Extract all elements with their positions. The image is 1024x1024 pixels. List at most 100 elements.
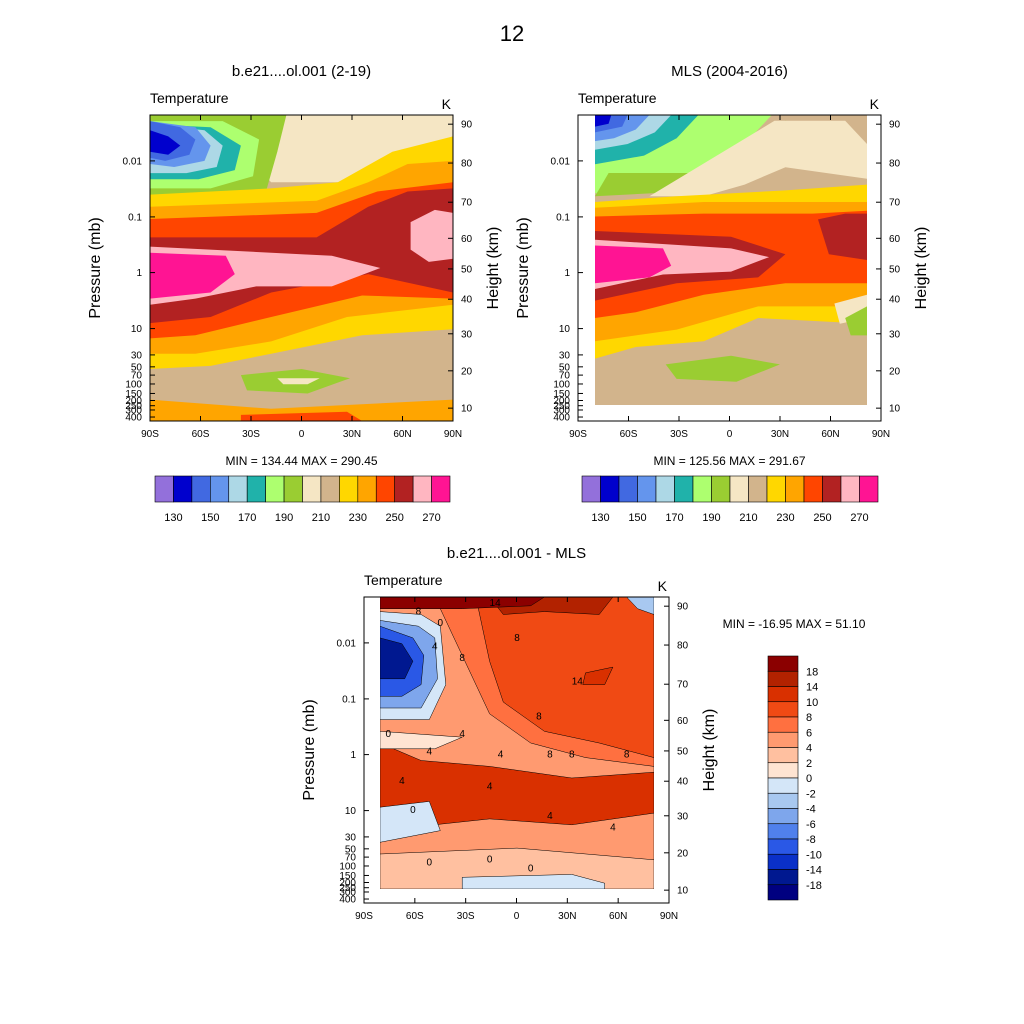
height-tick-label: 20 xyxy=(889,366,901,377)
y-axis-label-right: Height (km) xyxy=(701,709,718,792)
pressure-tick-label: 30 xyxy=(131,350,143,361)
contour-label: 4 xyxy=(487,782,493,793)
colorbar-label: 8 xyxy=(806,712,812,724)
contour-band-11 xyxy=(380,731,463,750)
colorbar-swatch xyxy=(822,475,842,503)
pressure-tick-label: 50 xyxy=(131,362,143,373)
colorbar-label: -10 xyxy=(806,849,822,861)
contour-band-1 xyxy=(240,115,453,183)
height-tick-label: 70 xyxy=(461,198,473,209)
contour-label: 4 xyxy=(459,729,465,740)
colorbar-label: 230 xyxy=(776,512,794,524)
units-label: K xyxy=(870,96,880,112)
contour-band-3 xyxy=(475,597,654,758)
y-axis-label-left: Pressure (mb) xyxy=(515,217,532,318)
x-tick-label: 30S xyxy=(242,429,260,440)
y-axis-label-right: Height (km) xyxy=(485,227,502,310)
pressure-tick-label: 50 xyxy=(559,362,571,373)
contour-label: 14 xyxy=(572,677,584,688)
contour-band-9 xyxy=(461,874,605,889)
colorbar-swatch xyxy=(767,731,799,748)
x-tick-label: 30S xyxy=(670,429,688,440)
height-tick-label: 80 xyxy=(461,159,473,170)
pressure-tick-label: 250 xyxy=(125,401,142,412)
y-axis-label-left: Pressure (mb) xyxy=(301,699,318,800)
height-tick-label: 80 xyxy=(889,159,901,170)
pressure-tick-label: 300 xyxy=(125,405,142,416)
contour-label: 8 xyxy=(569,750,575,761)
pressure-tick-label: 10 xyxy=(131,324,143,335)
contour-band-5 xyxy=(380,597,545,609)
colorbar-label: 210 xyxy=(739,512,757,524)
colorbar-label: 18 xyxy=(806,666,818,678)
min-max-stats: MIN = 134.44 MAX = 290.45 xyxy=(225,454,377,468)
height-tick-label: 60 xyxy=(677,716,689,727)
pressure-tick-label: 70 xyxy=(345,853,357,864)
y-axis-label-right: Height (km) xyxy=(913,227,930,310)
colorbar-swatch xyxy=(228,475,248,503)
x-tick-label: 60N xyxy=(393,429,411,440)
contour-band-2 xyxy=(595,120,813,197)
y-axis-label-left: Pressure (mb) xyxy=(87,217,104,318)
x-tick-label: 90N xyxy=(872,429,890,440)
height-tick-label: 70 xyxy=(677,680,689,691)
colorbar-swatch xyxy=(173,475,193,503)
pressure-tick-label: 100 xyxy=(553,379,570,390)
pressure-tick-label: 200 xyxy=(553,396,570,407)
contour-label: 0 xyxy=(487,855,493,866)
contour-label: 8 xyxy=(459,653,465,664)
colorbar-label: 270 xyxy=(422,512,440,524)
colorbar-label: 150 xyxy=(201,512,219,524)
contour-field xyxy=(380,597,654,889)
pressure-tick-label: 0.01 xyxy=(551,156,571,167)
contour-label: 8 xyxy=(624,750,630,761)
colorbar-label: -4 xyxy=(806,804,816,816)
colorbar-label: 4 xyxy=(806,743,812,755)
pressure-tick-label: 0.1 xyxy=(128,212,142,223)
contour-band-8 xyxy=(410,209,453,262)
colorbar-label: 130 xyxy=(591,512,609,524)
pressure-tick-label: 0.1 xyxy=(556,212,570,223)
pressure-tick-label: 250 xyxy=(339,883,356,894)
pressure-tick-label: 30 xyxy=(559,350,571,361)
pressure-tick-label: 150 xyxy=(553,389,570,400)
chart-title: MLS (2004-2016) xyxy=(671,63,788,80)
pressure-tick-label: 200 xyxy=(125,396,142,407)
height-tick-label: 40 xyxy=(889,295,901,306)
colorbar-swatch xyxy=(767,686,799,703)
variable-label: Temperature xyxy=(578,90,657,106)
pressure-tick-label: 100 xyxy=(339,861,356,872)
colorbar-swatch xyxy=(431,475,451,503)
contour-band-13 xyxy=(665,355,780,382)
height-tick-label: 90 xyxy=(889,120,901,131)
colorbar-label: -8 xyxy=(806,834,816,846)
colorbar-swatch xyxy=(600,475,620,503)
colorbar-label: 170 xyxy=(238,512,256,524)
pressure-tick-label: 0.1 xyxy=(342,694,356,705)
height-tick-label: 20 xyxy=(677,848,689,859)
colorbar-label: 2 xyxy=(806,758,812,770)
pressure-tick-label: 400 xyxy=(339,895,356,906)
pressure-tick-label: 1 xyxy=(136,268,142,279)
colorbar-label: 14 xyxy=(806,682,818,694)
colorbar-swatch xyxy=(265,475,285,503)
contour-label: 14 xyxy=(490,598,502,609)
pressure-tick-label: 100 xyxy=(125,379,142,390)
colorbar-swatch xyxy=(767,808,799,825)
colorbar-label: 0 xyxy=(806,773,812,785)
contour-band-19 xyxy=(823,149,846,168)
colorbar-swatch xyxy=(581,475,601,503)
units-label: K xyxy=(658,578,668,594)
height-tick-label: 50 xyxy=(461,264,473,275)
contour-label: 4 xyxy=(610,823,616,834)
pressure-tick-label: 70 xyxy=(131,371,143,382)
x-tick-label: 90S xyxy=(355,911,373,922)
height-tick-label: 40 xyxy=(677,777,689,788)
colorbar-label: -2 xyxy=(806,788,816,800)
min-max-stats: MIN = -16.95 MAX = 51.10 xyxy=(723,617,866,631)
colorbar-label: 190 xyxy=(275,512,293,524)
colorbar-label: -18 xyxy=(806,880,822,892)
contour-label: 0 xyxy=(437,618,443,629)
colorbar-swatch xyxy=(711,475,731,503)
contour-band-18 xyxy=(150,399,453,421)
